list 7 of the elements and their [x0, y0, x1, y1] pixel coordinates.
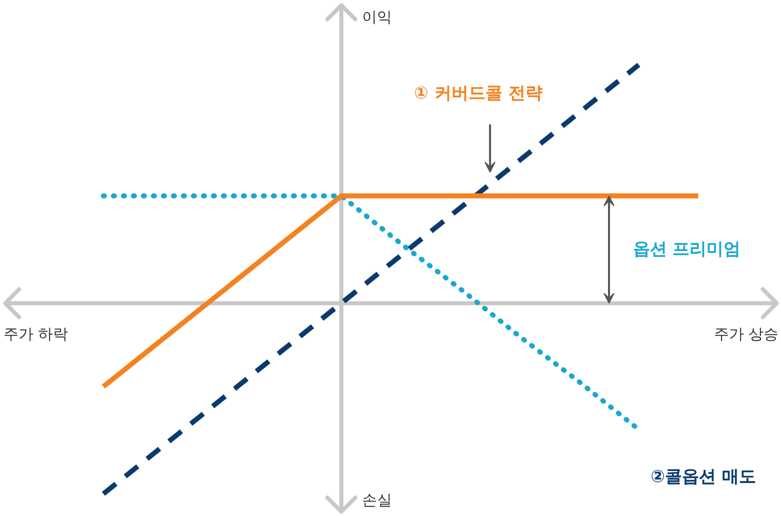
annotation: 옵션 프리미엄 — [632, 240, 741, 260]
text: 이익 — [362, 8, 392, 26]
annotation: 손실 — [362, 490, 392, 509]
text: ① 커버드콜 전략 — [414, 83, 542, 104]
annotation: 주가 상승 — [714, 325, 779, 344]
text: 주가 하락 — [3, 325, 68, 344]
text: ②콜옵션 매도 — [650, 467, 756, 488]
